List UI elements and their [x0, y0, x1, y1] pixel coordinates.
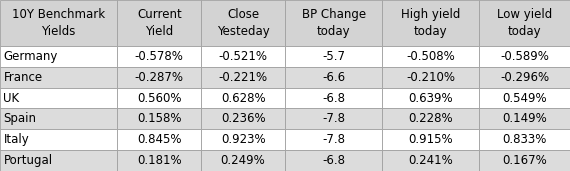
Bar	[382, 46, 479, 67]
Text: -0.521%: -0.521%	[218, 50, 267, 63]
Text: BP Change
today: BP Change today	[302, 8, 366, 38]
Bar	[0, 150, 117, 171]
Bar	[117, 67, 201, 88]
Bar	[479, 67, 570, 88]
Text: -5.7: -5.7	[322, 50, 345, 63]
Bar	[201, 150, 285, 171]
Bar	[285, 108, 382, 129]
Bar	[382, 67, 479, 88]
Bar	[201, 67, 285, 88]
Text: 0.560%: 0.560%	[137, 91, 181, 104]
Text: 0.181%: 0.181%	[137, 154, 182, 167]
Text: 0.241%: 0.241%	[409, 154, 453, 167]
Bar	[0, 108, 117, 129]
Text: -7.8: -7.8	[322, 133, 345, 146]
Text: -0.296%: -0.296%	[500, 71, 549, 84]
Text: 0.549%: 0.549%	[502, 91, 547, 104]
Bar	[382, 88, 479, 108]
Text: -0.508%: -0.508%	[406, 50, 455, 63]
Text: -6.8: -6.8	[322, 154, 345, 167]
Text: 0.158%: 0.158%	[137, 112, 181, 125]
Text: -7.8: -7.8	[322, 112, 345, 125]
Bar	[201, 129, 285, 150]
Bar	[117, 0, 201, 46]
Text: Italy: Italy	[3, 133, 29, 146]
Text: -0.210%: -0.210%	[406, 71, 455, 84]
Bar	[0, 67, 117, 88]
Bar	[117, 46, 201, 67]
Text: Close
Yesteday: Close Yesteday	[217, 8, 270, 38]
Text: -0.221%: -0.221%	[218, 71, 268, 84]
Bar	[117, 108, 201, 129]
Bar	[479, 108, 570, 129]
Text: Current
Yield: Current Yield	[137, 8, 182, 38]
Bar	[382, 150, 479, 171]
Bar	[201, 88, 285, 108]
Text: -0.589%: -0.589%	[500, 50, 549, 63]
Bar	[479, 0, 570, 46]
Bar	[201, 46, 285, 67]
Bar	[285, 67, 382, 88]
Bar	[382, 0, 479, 46]
Text: UK: UK	[3, 91, 19, 104]
Bar	[117, 88, 201, 108]
Text: 0.845%: 0.845%	[137, 133, 181, 146]
Text: 0.833%: 0.833%	[503, 133, 547, 146]
Bar	[285, 0, 382, 46]
Bar	[201, 0, 285, 46]
Text: High yield
today: High yield today	[401, 8, 461, 38]
Bar	[0, 46, 117, 67]
Text: Low yield
today: Low yield today	[497, 8, 552, 38]
Bar	[382, 129, 479, 150]
Text: -6.6: -6.6	[322, 71, 345, 84]
Text: Portugal: Portugal	[3, 154, 52, 167]
Bar	[117, 150, 201, 171]
Bar	[0, 129, 117, 150]
Text: -0.578%: -0.578%	[135, 50, 184, 63]
Text: -0.287%: -0.287%	[135, 71, 184, 84]
Text: 0.915%: 0.915%	[409, 133, 453, 146]
Bar	[285, 129, 382, 150]
Text: France: France	[3, 71, 43, 84]
Bar	[285, 88, 382, 108]
Bar	[479, 129, 570, 150]
Bar	[0, 88, 117, 108]
Text: 0.149%: 0.149%	[502, 112, 547, 125]
Bar	[117, 129, 201, 150]
Text: 0.639%: 0.639%	[409, 91, 453, 104]
Bar	[479, 150, 570, 171]
Text: 0.236%: 0.236%	[221, 112, 266, 125]
Bar	[201, 108, 285, 129]
Bar	[382, 108, 479, 129]
Bar	[479, 88, 570, 108]
Text: 0.228%: 0.228%	[409, 112, 453, 125]
Text: 0.249%: 0.249%	[221, 154, 266, 167]
Text: Spain: Spain	[3, 112, 36, 125]
Text: -6.8: -6.8	[322, 91, 345, 104]
Bar	[285, 150, 382, 171]
Bar	[285, 46, 382, 67]
Text: 10Y Benchmark
Yields: 10Y Benchmark Yields	[12, 8, 105, 38]
Text: 0.628%: 0.628%	[221, 91, 266, 104]
Bar	[0, 0, 117, 46]
Bar	[479, 46, 570, 67]
Text: 0.167%: 0.167%	[502, 154, 547, 167]
Text: Germany: Germany	[3, 50, 58, 63]
Text: 0.923%: 0.923%	[221, 133, 266, 146]
